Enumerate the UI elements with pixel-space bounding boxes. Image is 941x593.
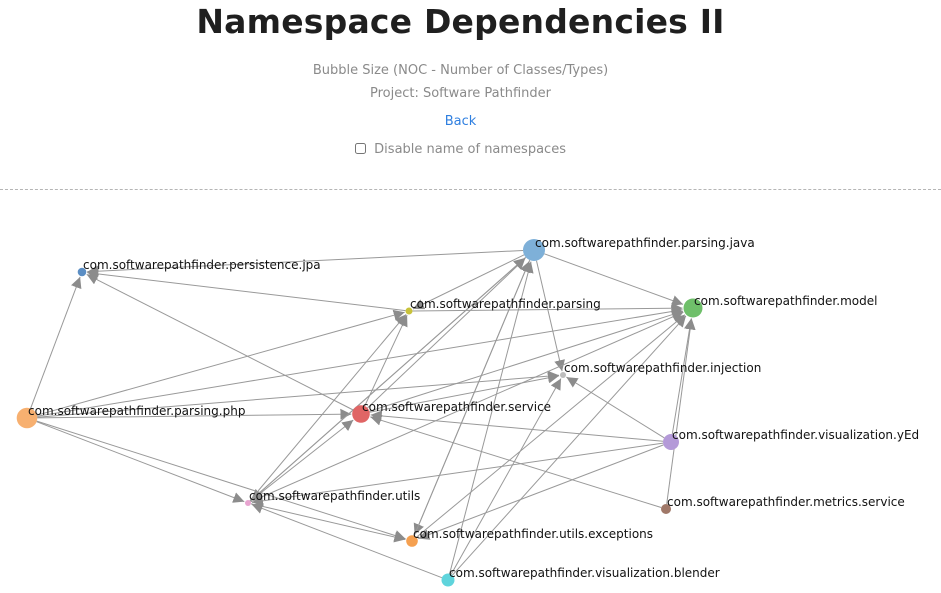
edge-utils-to-service [250, 419, 354, 502]
node-utils_exceptions[interactable]: com.softwarepathfinder.utils.exceptions [406, 527, 653, 547]
node-label: com.softwarepathfinder.utils.exceptions [413, 527, 653, 541]
node-bubble[interactable] [352, 405, 370, 423]
node-bubble[interactable] [560, 372, 566, 378]
edge-parsing_php-to-injection [37, 370, 560, 418]
edge-visualization_blender-to-utils [251, 503, 443, 579]
disable-names-label[interactable]: Disable name of namespaces [374, 142, 566, 157]
edge-visualization_blender-to-injection [450, 378, 562, 575]
node-label: com.softwarepathfinder.parsing.java [535, 236, 755, 250]
edge-service-to-persistence_jpa [86, 273, 354, 411]
node-bubble[interactable] [406, 535, 418, 547]
node-label: com.softwarepathfinder.visualization.ble… [449, 566, 720, 580]
edge-visualization_yed-to-model [671, 318, 695, 435]
node-bubble[interactable] [683, 298, 703, 318]
node-metrics_service[interactable]: com.softwarepathfinder.metrics.service [661, 495, 905, 514]
edge-visualization_yed-to-service [370, 410, 664, 442]
node-utils[interactable]: com.softwarepathfinder.utils [245, 489, 420, 506]
section-divider [0, 189, 941, 190]
node-label: com.softwarepathfinder.parsing [410, 297, 601, 311]
back-link[interactable]: Back [444, 114, 477, 129]
page-title: Namespace Dependencies II [196, 2, 725, 41]
node-bubble[interactable] [405, 307, 413, 315]
edge-service-to-model [369, 309, 684, 412]
edge-metrics_service-to-model [666, 318, 696, 505]
edge-parsing_php-to-persistence_jpa [30, 276, 82, 409]
edge-parsing-to-persistence_jpa [87, 268, 406, 312]
edge-metrics_service-to-service [370, 414, 662, 508]
edge-parsing_java-to-injection [536, 260, 565, 372]
edge-parsing_php-to-service [37, 408, 352, 420]
node-service[interactable]: com.softwarepathfinder.service [352, 400, 551, 423]
edge-visualization_blender-to-model [452, 315, 687, 576]
node-label: com.softwarepathfinder.utils [249, 489, 420, 503]
edge-visualization_yed-to-utils_exceptions [418, 444, 664, 540]
bubble-size-subtitle: Bubble Size (NOC - Number of Classes/Typ… [312, 63, 609, 78]
edge-utils-to-parsing [249, 314, 407, 502]
node-label: com.softwarepathfinder.service [362, 400, 551, 414]
edge-visualization_yed-to-injection [566, 376, 665, 439]
edge-parsing_java-to-parsing [412, 254, 525, 310]
node-parsing[interactable]: com.softwarepathfinder.parsing [405, 297, 601, 315]
node-label: com.softwarepathfinder.metrics.service [667, 495, 905, 509]
edge-utils-to-utils_exceptions [250, 503, 406, 543]
edge-parsing_php-to-utils_exceptions [36, 420, 406, 541]
node-persistence_jpa[interactable]: com.softwarepathfinder.persistence.jpa [77, 258, 321, 277]
edge-service-to-parsing [364, 314, 408, 407]
node-model[interactable]: com.softwarepathfinder.model [683, 294, 878, 318]
node-bubble[interactable] [661, 504, 671, 514]
edge-utils-to-model [250, 311, 684, 503]
node-visualization_yed[interactable]: com.softwarepathfinder.visualization.yEd [663, 428, 919, 450]
edge-parsing_java-to-persistence_jpa [87, 250, 524, 277]
node-bubble[interactable] [245, 500, 251, 506]
edge-service-to-parsing_java [367, 257, 526, 409]
disable-names-checkbox[interactable] [355, 143, 367, 154]
disable-names-toggle: Disable name of namespaces [0, 142, 921, 157]
edge-visualization_yed-to-utils [251, 442, 664, 507]
node-parsing_php[interactable]: com.softwarepathfinder.parsing.php [16, 404, 246, 429]
node-bubble[interactable] [523, 239, 545, 261]
node-visualization_blender[interactable]: com.softwarepathfinder.visualization.ble… [441, 566, 720, 587]
edge-utils_exceptions-to-model [416, 314, 686, 538]
node-bubble[interactable] [16, 407, 38, 429]
edge-visualization_blender-to-parsing_java [449, 261, 534, 574]
node-bubble[interactable] [663, 434, 679, 450]
nodes-layer: com.softwarepathfinder.parsing.java com.s… [16, 236, 919, 587]
node-label: com.softwarepathfinder.persistence.jpa [83, 258, 321, 272]
edge-parsing_php-to-parsing [36, 309, 405, 416]
edge-parsing_java-to-model [544, 253, 684, 306]
edge-utils_exceptions-to-parsing_java [413, 260, 531, 536]
node-label: com.softwarepathfinder.parsing.php [28, 404, 245, 418]
edges-layer [30, 250, 696, 579]
edge-parsing-to-model [412, 302, 683, 314]
edge-parsing_php-to-utils [36, 421, 245, 503]
edge-utils-to-parsing_java [249, 257, 526, 502]
node-parsing_java[interactable]: com.softwarepathfinder.parsing.java [523, 236, 755, 261]
node-label: com.softwarepathfinder.visualization.yEd [672, 428, 919, 442]
node-bubble[interactable] [441, 573, 455, 587]
edge-service-to-injection [369, 372, 560, 413]
node-label: com.softwarepathfinder.injection [564, 361, 761, 375]
node-label: com.softwarepathfinder.model [694, 294, 877, 308]
node-injection[interactable]: com.softwarepathfinder.injection [560, 361, 761, 378]
node-bubble[interactable] [77, 267, 87, 277]
edge-parsing_php-to-model [37, 306, 683, 417]
project-subtitle: Project: Software Pathfinder [369, 86, 551, 101]
